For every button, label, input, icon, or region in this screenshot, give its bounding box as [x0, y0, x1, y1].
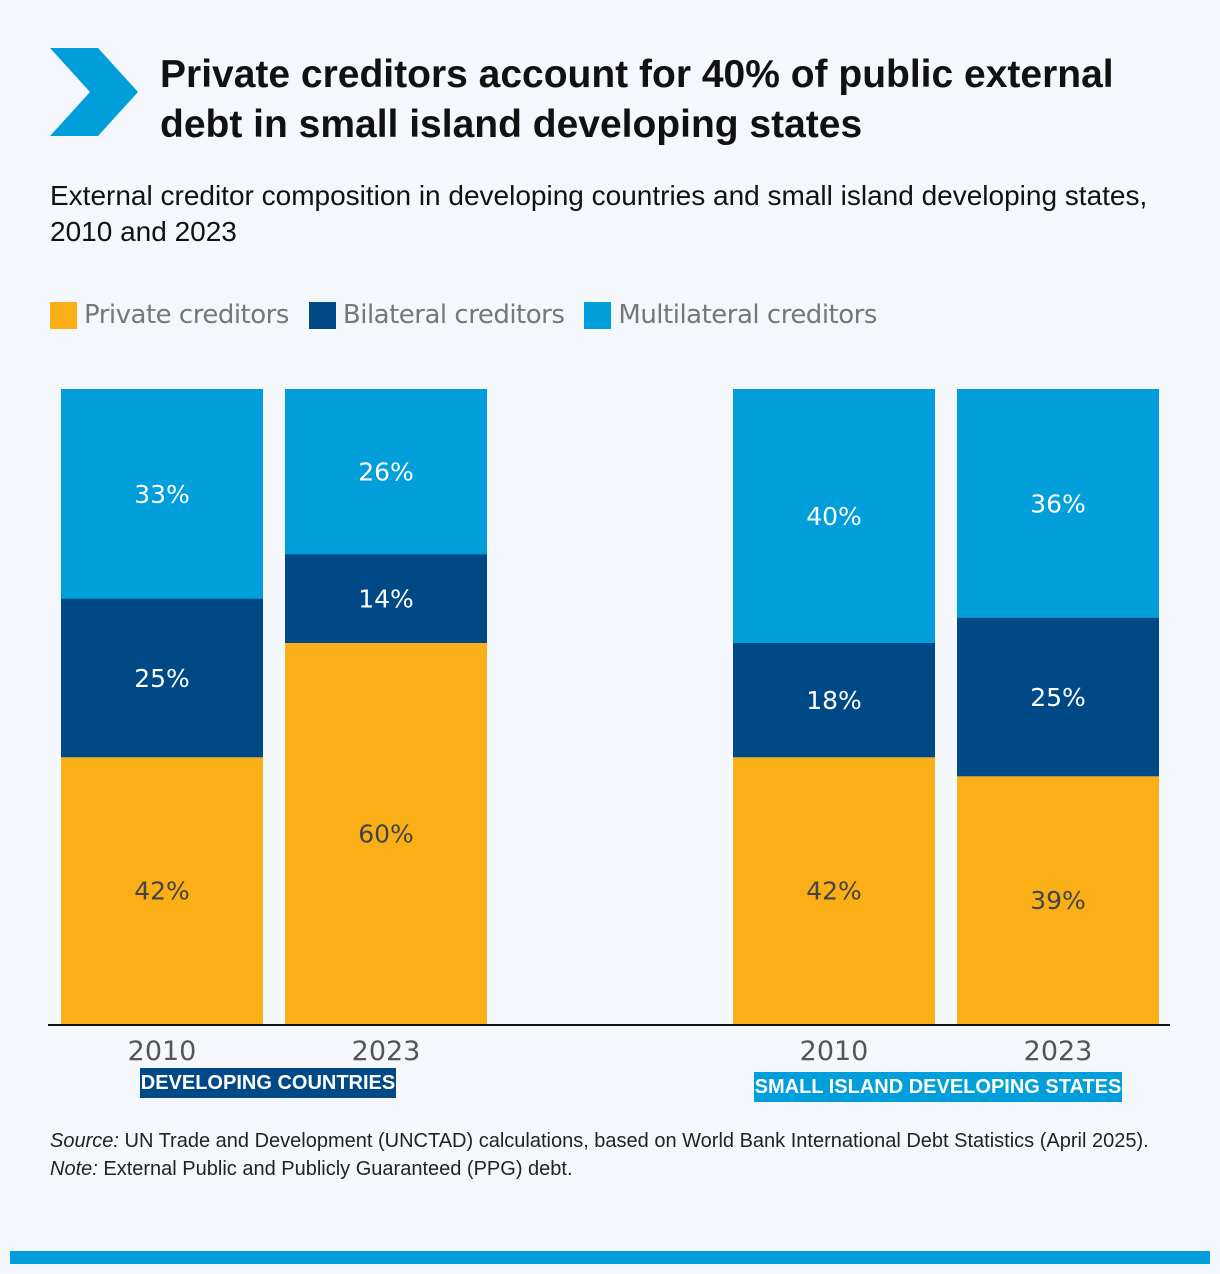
- source-text: UN Trade and Development (UNCTAD) calcul…: [124, 1130, 1149, 1152]
- data-label-multilateral-0: 33%: [134, 480, 190, 509]
- legend-swatch-bilateral: [308, 301, 336, 329]
- chevron-right-icon: [50, 48, 138, 136]
- bar-segment-private-2: [733, 757, 935, 1024]
- bar-segment-multilateral-2: [733, 389, 935, 643]
- legend-item-bilateral: Bilateral creditors: [308, 300, 565, 330]
- data-label-private-0: 42%: [134, 877, 190, 906]
- chart-source-note: Source: UN Trade and Development (UNCTAD…: [50, 1127, 1160, 1183]
- bar-segment-private-1: [285, 643, 487, 1024]
- note-text: External Public and Publicly Guaranteed …: [103, 1158, 573, 1180]
- bar-segment-bilateral-2: [733, 643, 935, 758]
- data-label-bilateral-1: 14%: [358, 585, 414, 614]
- legend-swatch-private: [50, 301, 77, 329]
- bar-segment-bilateral-3: [957, 617, 1159, 777]
- stacked-bar-chart: 42% 25% 33% 2010 60% 14% 26% 2023 42% 18% 40% 2010 3…: [48, 389, 1170, 1067]
- chart-subtitle: External creditor composition in develop…: [50, 180, 1148, 247]
- page-title: Private creditors account for 40% of pub…: [160, 53, 1114, 146]
- bar-segment-multilateral-3: [957, 389, 1159, 618]
- group-label-developing-countries: DEVELOPING COUNTRIES: [140, 1068, 396, 1098]
- data-label-multilateral-3: 36%: [1030, 489, 1086, 518]
- bar-segment-private-0: [61, 757, 263, 1024]
- x-tick-label-1: 2023: [352, 1036, 421, 1067]
- group-label-sids: SMALL ISLAND DEVELOPING STATES: [754, 1072, 1122, 1102]
- chart-legend: Private creditors Bilateral creditors Mu…: [50, 300, 897, 330]
- legend-label-private: Private creditors: [84, 300, 289, 330]
- data-label-private-3: 39%: [1030, 886, 1086, 915]
- data-label-bilateral-2: 18%: [806, 686, 862, 715]
- data-label-bilateral-0: 25%: [134, 664, 190, 693]
- bar-segment-multilateral-1: [285, 389, 487, 555]
- source-label: Source:: [50, 1130, 119, 1152]
- bar-segment-multilateral-0: [61, 389, 263, 599]
- x-tick-label-3: 2023: [1024, 1036, 1093, 1067]
- data-label-multilateral-2: 40%: [806, 502, 862, 531]
- data-label-private-1: 60%: [358, 820, 414, 849]
- legend-label-multilateral: Multilateral creditors: [618, 300, 877, 330]
- data-label-multilateral-1: 26%: [358, 458, 414, 487]
- legend-item-multilateral: Multilateral creditors: [584, 300, 877, 330]
- x-tick-label-2: 2010: [800, 1036, 869, 1067]
- bar-segment-bilateral-1: [285, 554, 487, 643]
- data-label-private-2: 42%: [806, 877, 862, 906]
- data-label-bilateral-3: 25%: [1030, 683, 1086, 712]
- bar-segment-private-3: [957, 776, 1159, 1024]
- legend-label-bilateral: Bilateral creditors: [342, 300, 565, 330]
- bar-segment-bilateral-0: [61, 598, 263, 758]
- bottom-rule: [10, 1251, 1210, 1264]
- note-label: Note:: [50, 1158, 98, 1180]
- x-tick-label-0: 2010: [128, 1036, 197, 1067]
- legend-item-private: Private creditors: [50, 300, 289, 330]
- legend-swatch-multilateral: [584, 301, 612, 329]
